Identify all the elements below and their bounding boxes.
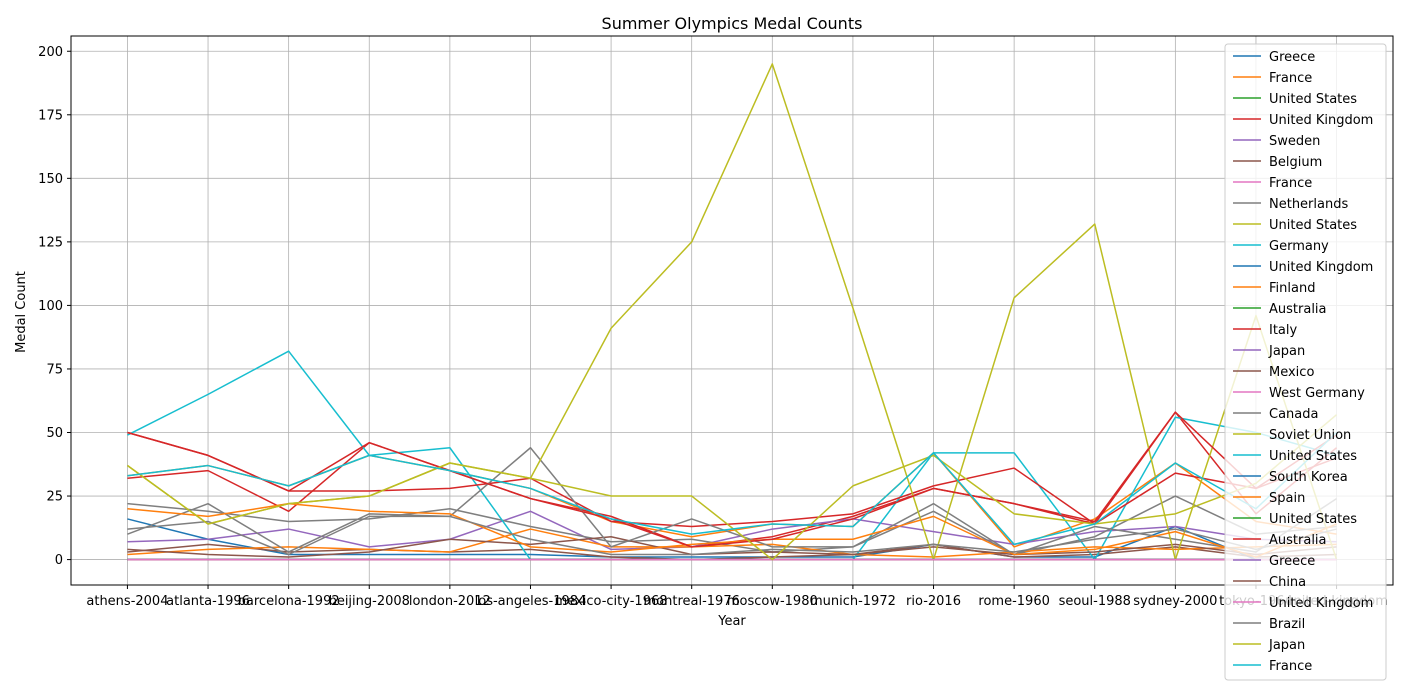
x-tick-label: london-2012 [409,594,491,609]
legend-box [1224,43,1387,681]
legend-label: Australia [1269,302,1327,317]
x-tick-label: los-angeles-1984 [475,594,587,609]
plot-frame [70,35,1394,586]
legend: Greece France United States United Kingdom S… [1224,43,1387,681]
legend-label: Germany [1269,239,1329,254]
y-tick-label: 200 [38,45,63,60]
y-tick-label: 175 [38,108,63,123]
x-tick-label: barcelona-1992 [238,594,340,609]
legend-label: China [1269,575,1306,590]
x-tick-label: munich-1972 [810,594,896,609]
y-tick-label: 50 [46,426,63,441]
y-tick-label: 150 [38,172,63,187]
legend-label: Netherlands [1269,197,1348,212]
series-line-canada [127,447,1337,556]
legend-label: West Germany [1269,386,1365,401]
chart-title: Summer Olympics Medal Counts [602,14,863,33]
legend-label: Greece [1269,50,1315,65]
series-line-japan [126,414,1338,561]
legend-label: Japan [1268,344,1305,359]
legend-label: South Korea [1269,470,1348,485]
y-tick-label: 100 [38,299,63,314]
legend-label: United States [1269,92,1357,107]
legend-label: Japan [1268,638,1305,653]
y-tick-label: 125 [38,235,63,250]
legend-label: France [1269,176,1312,191]
x-tick-label: rome-1960 [978,594,1049,609]
x-tick-label: athens-2004 [86,594,168,609]
series-line-belgium [127,543,1337,561]
series-line-italy [127,431,1337,528]
legend-label: Australia [1269,533,1327,548]
series-line-france [127,431,1338,546]
legend-label: France [1269,71,1312,86]
y-axis-title: Medal Count [14,271,29,353]
legend-label: Finland [1269,281,1315,296]
series-line-australia [127,411,1337,548]
series-line-sweden [127,510,1337,551]
x-tick-label: seoul-1988 [1059,594,1131,609]
legend-label: United Kingdom [1269,113,1373,128]
y-tick-label: 75 [46,362,63,377]
series-lines [126,63,1338,561]
x-tick-label: beijing-2008 [329,594,410,609]
legend-label: United Kingdom [1269,260,1373,275]
legend-label: Spain [1269,491,1305,506]
x-tick-label: moscow-1980 [727,594,818,609]
axes: 0 25 50 75 100 125 150 175 200 athens-2004atlanta… [38,35,1394,609]
legend-label: Mexico [1269,365,1314,380]
series-line-mexico [127,535,1337,558]
y-tick-label: 0 [55,553,63,568]
x-axis-title: Year [717,614,746,629]
legend-label: Sweden [1269,134,1320,149]
series-line-spain [127,502,1337,558]
x-tick-label: rio-2016 [906,594,961,609]
legend-label: Greece [1269,554,1315,569]
legend-label: France [1269,659,1312,674]
legend-label: Brazil [1269,617,1305,632]
legend-label: Canada [1269,407,1318,422]
x-tick-label: sydney-2000 [1133,594,1217,609]
series-line-brazil [127,515,1337,556]
legend-label: United States [1269,449,1357,464]
grid-lines [71,36,1393,585]
legend-label: United States [1269,512,1357,527]
legend-label: United Kingdom [1269,596,1373,611]
legend-label: United States [1269,218,1357,233]
x-tick-label: montreal-1976 [644,594,740,609]
legend-label: Soviet Union [1269,428,1351,443]
legend-label: Belgium [1269,155,1322,170]
legend-label: Italy [1269,323,1298,338]
x-tick-label: atlanta-1996 [166,594,250,609]
y-tick-label: 25 [46,490,63,505]
x-tick-label: mexico-city-1968 [555,594,668,609]
